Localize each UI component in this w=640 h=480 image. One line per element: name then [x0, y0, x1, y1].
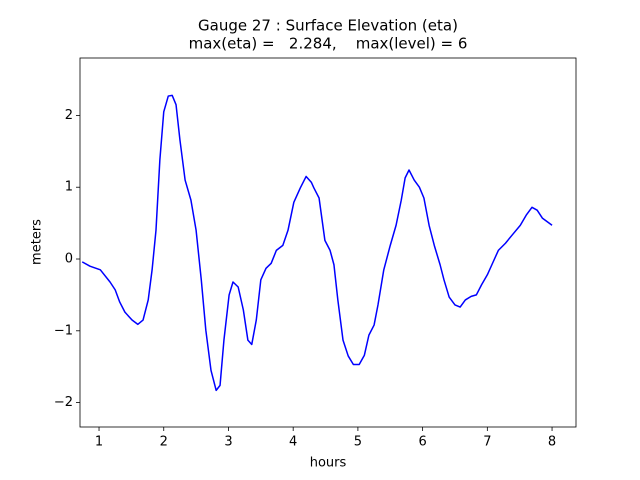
x-tick-label: 8	[548, 435, 556, 450]
y-axis-label: meters	[30, 219, 45, 265]
y-tick-label: −1	[54, 323, 73, 338]
chart-subtitle: max(eta) = 2.284, max(level) = 6	[189, 35, 468, 53]
x-tick-label: 1	[95, 435, 103, 450]
y-tick-label: −2	[54, 395, 73, 410]
chart-title: Gauge 27 : Surface Elevation (eta)	[198, 17, 458, 35]
x-tick-label: 3	[224, 435, 232, 450]
y-tick-label: 1	[65, 180, 73, 195]
x-tick-label: 5	[354, 435, 362, 450]
x-tick-label: 4	[289, 435, 297, 450]
plot-frame	[79, 57, 577, 428]
y-tick-label: 0	[65, 252, 73, 267]
data-line	[81, 94, 553, 392]
x-tick-label: 7	[483, 435, 491, 450]
x-axis-label: hours	[310, 456, 347, 471]
x-tick-label: 6	[418, 435, 426, 450]
x-tick-label: 2	[160, 435, 168, 450]
y-tick-label: 2	[65, 108, 73, 123]
